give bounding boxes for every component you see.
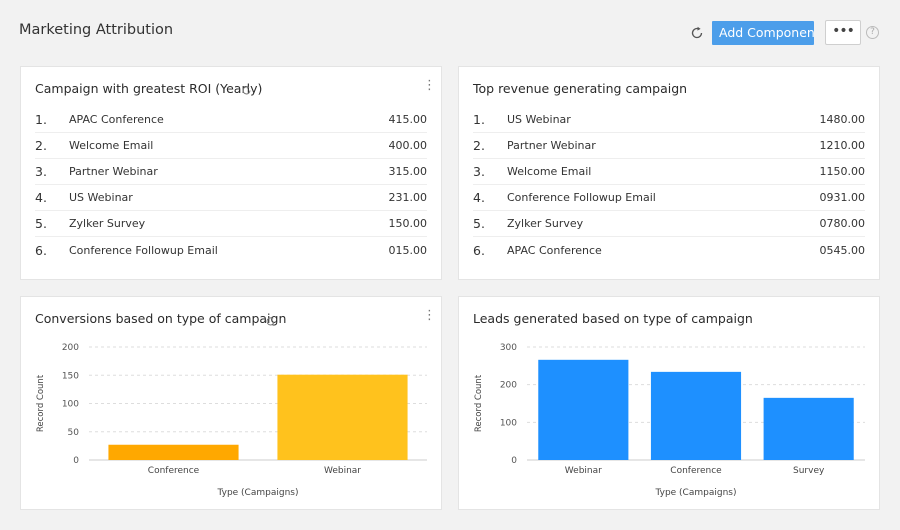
revenue-card: Top revenue generating campaign 1. US We… bbox=[458, 66, 880, 280]
campaign-value: 1150.00 bbox=[819, 165, 866, 178]
rank-number: 1. bbox=[473, 112, 485, 127]
add-component-button[interactable]: Add Component bbox=[712, 21, 814, 45]
x-tick-label: Conference bbox=[670, 466, 722, 476]
rank-number: 2. bbox=[35, 138, 47, 153]
campaign-value: 015.00 bbox=[388, 243, 428, 257]
campaign-value: 0545.00 bbox=[819, 243, 866, 257]
y-tick-label: 200 bbox=[62, 343, 79, 353]
campaign-name: Partner Webinar bbox=[69, 165, 158, 178]
campaign-value: 415.00 bbox=[388, 113, 428, 126]
x-tick-label: Survey bbox=[793, 466, 825, 476]
campaign-name: Zylker Survey bbox=[507, 217, 584, 230]
list-item: 1. US Webinar 1480.00 bbox=[473, 107, 865, 133]
campaign-value: 0931.00 bbox=[819, 191, 866, 204]
x-axis-title: Type (Campaigns) bbox=[217, 488, 299, 498]
card-title: Campaign with greatest ROI (Yearly) bbox=[35, 81, 263, 96]
help-icon[interactable]: ? bbox=[866, 26, 879, 39]
y-tick-label: 150 bbox=[62, 371, 79, 381]
list-item: 6. APAC Conference 0545.00 bbox=[473, 237, 865, 263]
list-item: 5. Zylker Survey 150.00 bbox=[35, 211, 427, 237]
campaign-value: 231.00 bbox=[388, 191, 428, 204]
chart-bar[interactable] bbox=[108, 444, 239, 460]
page-title: Marketing Attribution bbox=[19, 22, 174, 38]
list-item: 2. Welcome Email 400.00 bbox=[35, 133, 427, 159]
rank-number: 6. bbox=[35, 242, 47, 258]
rank-number: 4. bbox=[35, 190, 47, 205]
campaign-value: 1210.00 bbox=[819, 139, 866, 152]
x-tick-label: Conference bbox=[148, 466, 200, 476]
x-tick-label: Webinar bbox=[324, 466, 361, 476]
card-title: Conversions based on type of campaign bbox=[35, 311, 287, 326]
list-item: 3. Partner Webinar 315.00 bbox=[35, 159, 427, 185]
rank-number: 6. bbox=[473, 242, 485, 258]
campaign-name: Conference Followup Email bbox=[507, 191, 656, 204]
list-item: 2. Partner Webinar 1210.00 bbox=[473, 133, 865, 159]
card-menu-icon[interactable]: ⋮ bbox=[423, 308, 436, 323]
y-tick-label: 200 bbox=[500, 381, 517, 391]
refresh-icon[interactable] bbox=[241, 85, 252, 96]
list-item: 5. Zylker Survey 0780.00 bbox=[473, 211, 865, 237]
y-tick-label: 100 bbox=[500, 418, 517, 428]
y-tick-label: 100 bbox=[62, 400, 79, 410]
campaign-name: APAC Conference bbox=[507, 243, 602, 257]
rank-number: 5. bbox=[35, 216, 47, 231]
y-tick-label: 0 bbox=[511, 456, 517, 466]
x-tick-label: Webinar bbox=[565, 466, 602, 476]
more-options-button[interactable]: ••• bbox=[825, 20, 861, 45]
campaign-name: Welcome Email bbox=[69, 139, 154, 152]
campaign-name: Partner Webinar bbox=[507, 139, 596, 152]
list-item: 1. APAC Conference 415.00 bbox=[35, 107, 427, 133]
leads-chart: 0 100 200 300 Webinar Conference Survey Type (C… bbox=[474, 343, 865, 498]
roi-list: 1. APAC Conference 415.00 2. Welcome Ema… bbox=[35, 107, 427, 263]
refresh-icon[interactable] bbox=[690, 26, 704, 40]
y-axis-title: Record Count bbox=[36, 374, 46, 432]
campaign-value: 150.00 bbox=[388, 217, 428, 230]
campaign-name: Welcome Email bbox=[507, 165, 592, 178]
rank-number: 4. bbox=[473, 190, 485, 205]
y-tick-label: 300 bbox=[500, 343, 517, 353]
campaign-name: Zylker Survey bbox=[69, 217, 146, 230]
campaign-name: US Webinar bbox=[507, 113, 571, 126]
chart-bar[interactable] bbox=[277, 374, 408, 460]
revenue-list: 1. US Webinar 1480.00 2. Partner Webinar… bbox=[473, 107, 865, 263]
campaign-value: 315.00 bbox=[388, 165, 428, 178]
rank-number: 3. bbox=[35, 164, 47, 179]
y-tick-label: 50 bbox=[68, 428, 80, 438]
x-axis-title: Type (Campaigns) bbox=[655, 488, 737, 498]
chart-bar[interactable] bbox=[763, 397, 854, 460]
campaign-value: 0780.00 bbox=[819, 217, 866, 230]
list-item: 4. Conference Followup Email 0931.00 bbox=[473, 185, 865, 211]
rank-number: 5. bbox=[473, 216, 485, 231]
list-item: 4. US Webinar 231.00 bbox=[35, 185, 427, 211]
roi-card: Campaign with greatest ROI (Yearly) ⋮ 1.… bbox=[20, 66, 442, 280]
y-tick-label: 0 bbox=[73, 456, 79, 466]
conversions-card: Conversions based on type of campaign ⋮ … bbox=[20, 296, 442, 510]
y-axis-title: Record Count bbox=[474, 374, 484, 432]
chart-bar[interactable] bbox=[650, 371, 742, 460]
campaign-name: Conference Followup Email bbox=[69, 243, 218, 257]
list-item: 3. Welcome Email 1150.00 bbox=[473, 159, 865, 185]
campaign-value: 400.00 bbox=[388, 139, 428, 152]
card-menu-icon[interactable]: ⋮ bbox=[423, 78, 436, 93]
campaign-name: US Webinar bbox=[69, 191, 133, 204]
campaign-name: APAC Conference bbox=[69, 113, 164, 126]
list-item: 6. Conference Followup Email 015.00 bbox=[35, 237, 427, 263]
card-title: Leads generated based on type of campaig… bbox=[473, 311, 753, 326]
refresh-icon[interactable] bbox=[265, 316, 276, 327]
leads-card: Leads generated based on type of campaig… bbox=[458, 296, 880, 510]
rank-number: 1. bbox=[35, 112, 47, 127]
rank-number: 3. bbox=[473, 164, 485, 179]
card-title: Top revenue generating campaign bbox=[473, 81, 688, 96]
campaign-value: 1480.00 bbox=[819, 113, 866, 126]
rank-number: 2. bbox=[473, 138, 485, 153]
chart-bar[interactable] bbox=[538, 359, 629, 460]
conversions-chart: 0 50 100 150 200 Conference Webinar Type (Campa… bbox=[36, 343, 427, 498]
